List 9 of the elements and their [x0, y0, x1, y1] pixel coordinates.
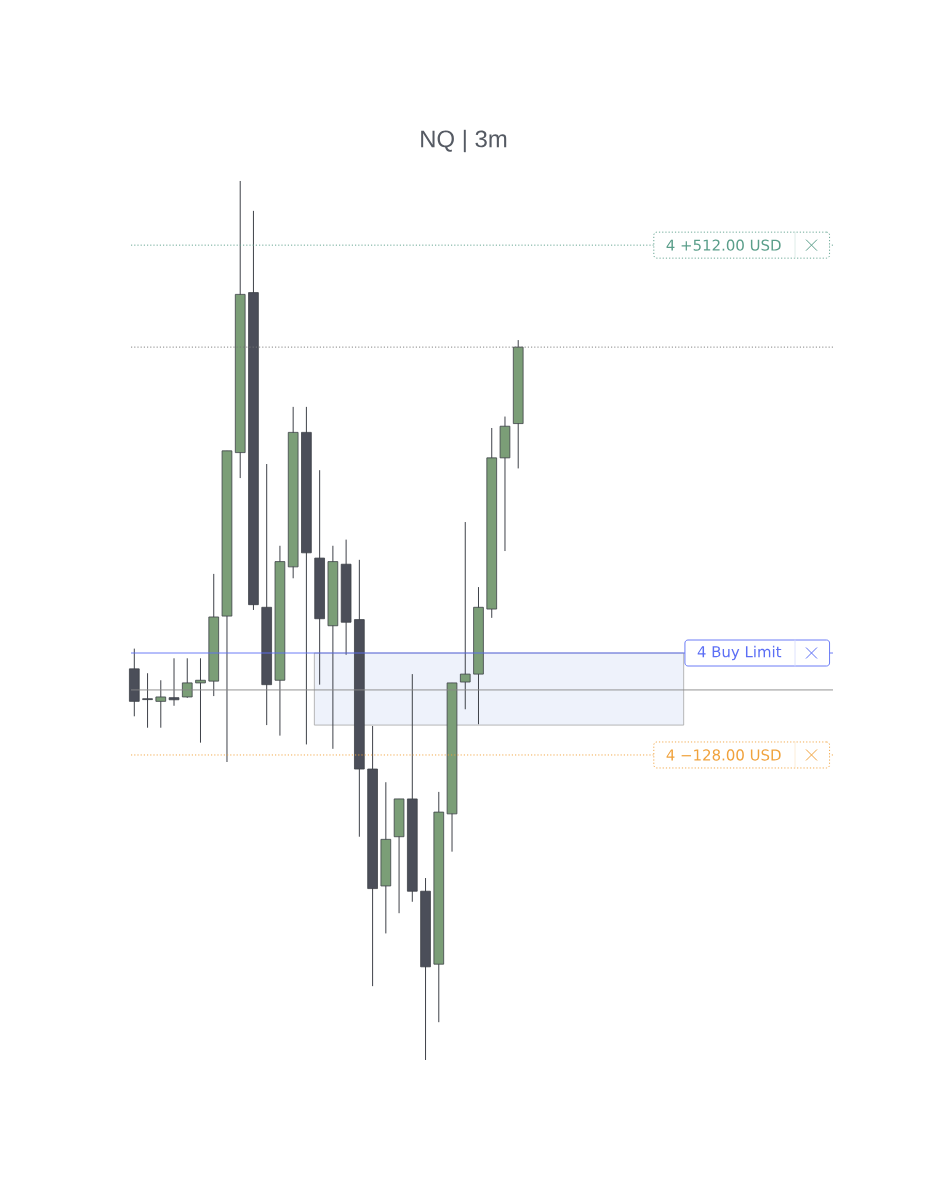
ref-line-label: 4 +512.00 USD: [666, 239, 781, 251]
ref-line-label: 4 Buy Limit: [697, 645, 782, 661]
candlestick: [459, 521, 471, 710]
candlestick: [142, 672, 153, 729]
ref-line-label: 4 −128.00 USD: [666, 749, 781, 761]
candlestick: [168, 657, 180, 707]
candlestick: [155, 679, 167, 729]
chart-subtitle: NQ | 3m: [421, 129, 507, 153]
candlestick: [195, 657, 206, 744]
